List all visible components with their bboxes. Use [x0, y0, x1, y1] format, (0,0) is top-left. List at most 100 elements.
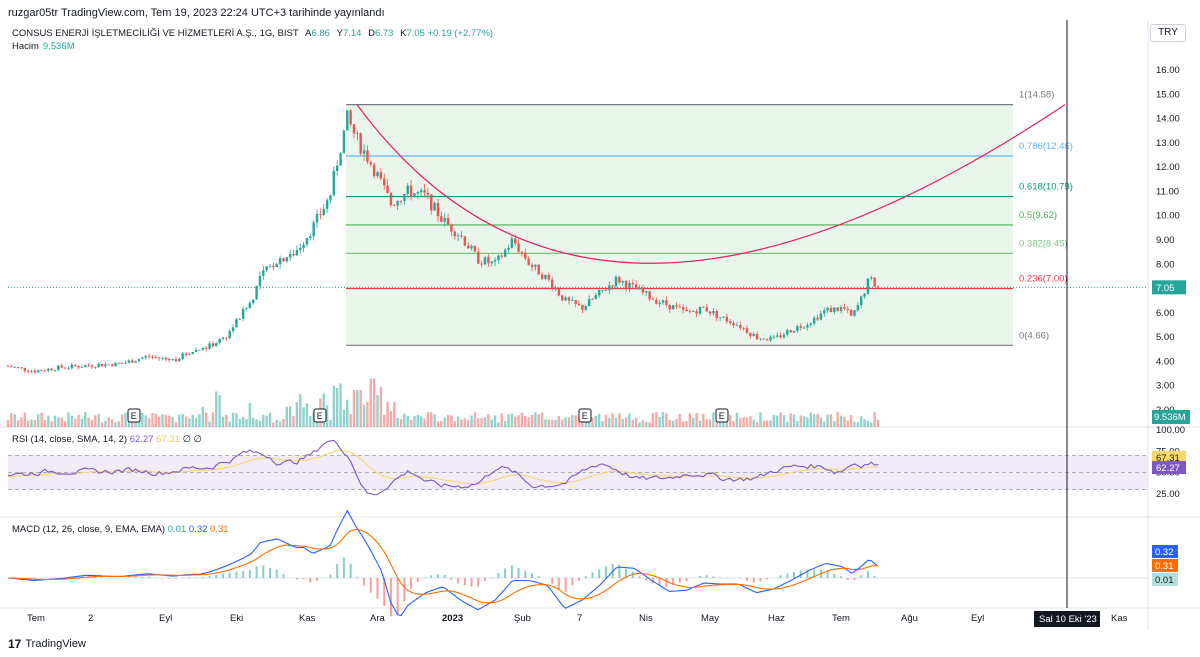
volume-bar: [416, 415, 420, 427]
volume-bar: [302, 407, 305, 427]
volume-bar: [681, 421, 685, 427]
candle-body: [114, 362, 117, 367]
candle-body: [285, 257, 289, 262]
volume-bar: [211, 412, 215, 427]
candle-body: [201, 348, 205, 350]
macd-histogram-bar: [510, 565, 513, 578]
open-value: 6.86: [311, 28, 330, 39]
volume-bar: [104, 420, 107, 427]
volume-bar: [789, 413, 792, 427]
candle-body: [782, 334, 786, 338]
candle-body: [238, 318, 241, 320]
currency-button[interactable]: TRY: [1150, 24, 1186, 42]
candle-body: [675, 305, 678, 307]
volume-bar: [70, 415, 74, 427]
volume-bar: [655, 412, 658, 427]
candle-body: [275, 264, 278, 268]
volume-bar: [164, 414, 168, 427]
volume-bar: [241, 416, 245, 427]
volume-bar: [530, 414, 534, 427]
candle-body: [853, 310, 856, 316]
candle-body: [692, 311, 695, 313]
volume-bar: [295, 402, 299, 427]
volume-bar: [426, 412, 430, 427]
volume-bar: [816, 414, 819, 427]
low-label: D: [368, 28, 375, 39]
candle-body: [124, 362, 127, 364]
macd-histogram-bar: [799, 570, 802, 578]
high-value: 7.14: [342, 28, 362, 39]
macd-histogram-bar: [779, 575, 782, 578]
candle-body: [315, 214, 319, 223]
candle-body: [181, 353, 184, 359]
candle-body: [843, 307, 846, 309]
candle-body: [698, 306, 702, 314]
candle-body: [413, 193, 416, 197]
candle-body: [765, 339, 769, 341]
macd-histogram-bar: [443, 575, 446, 578]
macd-histogram-bar: [786, 573, 789, 578]
volume-bar: [436, 421, 440, 427]
volume-bar: [678, 414, 682, 427]
price-tick-label: 15.00: [1156, 89, 1180, 100]
cup-arc: [356, 104, 1066, 264]
candle-body: [403, 194, 406, 201]
candle-body: [127, 360, 131, 363]
candle-body: [651, 299, 655, 301]
macd-histogram-bar: [759, 578, 762, 582]
candle-body: [94, 366, 97, 368]
rsi-ma-badge-label: 67.31: [1156, 453, 1180, 464]
macd-histogram-bar: [423, 577, 426, 578]
macd-histogram-bar: [591, 572, 594, 578]
high-label: Y: [336, 28, 343, 39]
candle-body: [520, 251, 524, 253]
macd-histogram-bar: [846, 578, 849, 580]
candle-body: [806, 324, 809, 328]
candle-body: [742, 327, 745, 329]
volume-bar: [745, 417, 749, 427]
volume-bar: [477, 418, 480, 427]
candle-body: [262, 270, 265, 276]
candle-body: [735, 324, 739, 326]
candle-body: [57, 365, 60, 371]
volume-bar: [47, 415, 50, 427]
volume-bar: [658, 416, 661, 427]
candle-body: [789, 330, 792, 333]
macd-histogram-bar: [752, 578, 755, 583]
time-axis-label: Kas: [1111, 613, 1128, 624]
macd-badge-label: 0.31: [1155, 561, 1174, 572]
candle-body: [87, 365, 90, 367]
candle-body: [208, 343, 211, 349]
candle-body: [786, 330, 789, 335]
volume-bar: [742, 417, 745, 427]
candle-body: [604, 290, 608, 291]
volume-bar: [342, 409, 346, 427]
candle-body: [809, 323, 813, 325]
macd-histogram-bar: [342, 557, 345, 578]
volume-bar: [285, 406, 289, 427]
candle-body: [618, 276, 621, 283]
macd-histogram-bar: [369, 578, 372, 593]
candle-body: [43, 370, 47, 372]
volume-bar: [40, 412, 43, 427]
macd-histogram-bar: [578, 578, 581, 581]
candle-body: [823, 310, 826, 314]
candle-body: [356, 133, 359, 134]
price-tick-label: 6.00: [1156, 308, 1175, 319]
macd-badge: [1152, 573, 1178, 586]
candle-body: [215, 343, 218, 347]
candle-body: [466, 245, 470, 249]
candle-body: [131, 360, 134, 363]
volume-bar: [688, 413, 692, 427]
volume-bar: [446, 414, 450, 427]
volume-bar: [577, 417, 581, 427]
rsi-lower-value: ∅: [193, 434, 202, 445]
volume-bar: [127, 418, 131, 427]
time-axis-label: Ağu: [901, 613, 918, 624]
candle-body: [352, 124, 356, 134]
fib-level-label: 1(14.58): [1019, 90, 1054, 101]
candle-body: [628, 282, 631, 289]
earnings-marker-label: E: [131, 411, 137, 421]
candle-body: [104, 364, 107, 367]
